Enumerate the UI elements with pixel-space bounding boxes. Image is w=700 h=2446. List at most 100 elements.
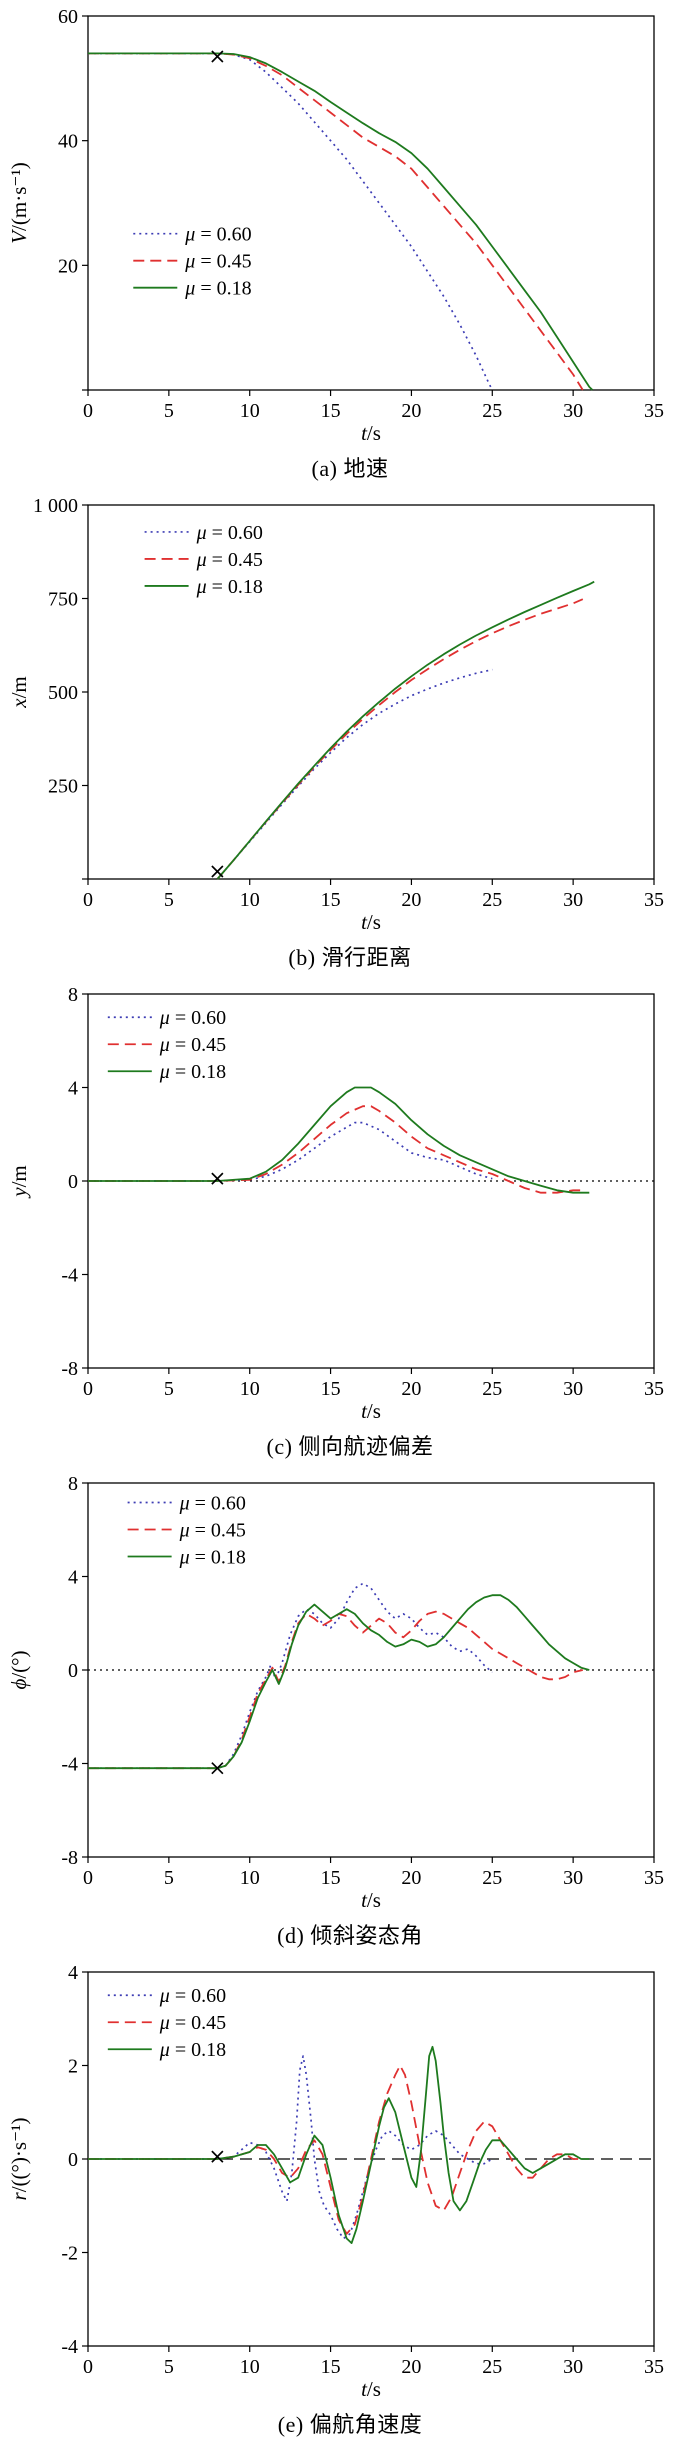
y-axis-unit: /m [7, 676, 31, 698]
x-tick-label: 20 [401, 1867, 421, 1889]
series-line-mu018 [216, 580, 595, 880]
x-tick-label: 5 [164, 1378, 174, 1400]
y-tick-label: 40 [58, 131, 78, 153]
y-axis-label: ϕ/(°) [7, 1650, 31, 1689]
legend-label: μ = 0.18 [159, 1061, 226, 1083]
x-tick-label: 5 [164, 2356, 174, 2378]
series-line-mu045 [88, 52, 584, 391]
y-axis-label: V/(m·s⁻¹) [7, 162, 31, 244]
legend-label: μ = 0.18 [184, 278, 251, 300]
y-axis-variable: y [7, 1187, 31, 1199]
cross-stroke [211, 2150, 224, 2163]
legend-mu-symbol: μ [159, 2012, 170, 2034]
legend-mu-value: = 0.45 [170, 2012, 226, 2034]
legend-mu-value: = 0.60 [170, 1985, 226, 2007]
x-tick-label: 25 [482, 400, 502, 422]
figure-a-caption: (a) 地速 [311, 456, 389, 481]
start-cross-marker-icon [211, 1172, 224, 1185]
x-tick-label: 0 [83, 1867, 93, 1889]
x-tick-label: 25 [482, 2356, 502, 2378]
legend: μ = 0.60μ = 0.45μ = 0.18 [127, 1492, 246, 1568]
y-tick-label: 0 [68, 2149, 78, 2171]
figure-a: 0 5 10 15 20 25 30 35 20 40 60 t/s V/(m·s⁻¹) μ = 0.60… [0, 0, 700, 489]
y-tick-label: 60 [58, 6, 78, 28]
x-tick-label: 15 [321, 1867, 341, 1889]
x-axis-variable: t [361, 2377, 368, 2401]
x-tick-label: 30 [563, 1378, 583, 1400]
y-axis-variable: x [7, 698, 31, 709]
x-tick-label: 10 [240, 1378, 260, 1400]
cross-stroke [211, 1172, 224, 1185]
x-axis-variable: t [361, 1399, 368, 1423]
x-tick-label: 20 [401, 889, 421, 911]
legend-mu-value: = 0.45 [195, 251, 251, 273]
chart-e-yaw-rate: 0 5 10 15 20 25 30 35 -4 -2 0 2 4 t/s r/((°)·s⁻¹) μ = 0… [7, 1962, 664, 2401]
figure-d: 0 5 10 15 20 25 30 35 -8 -4 0 4 8 t/s ϕ/(°) μ = 0.60 μ =… [0, 1467, 700, 1956]
x-tick-label: 15 [321, 1378, 341, 1400]
legend-mu-value: = 0.60 [207, 522, 263, 544]
legend-mu-value: = 0.45 [190, 1519, 246, 1541]
legend-mu-symbol: μ [184, 224, 195, 246]
figure-e: 0 5 10 15 20 25 30 35 -4 -2 0 2 4 t/s r/((°)·s⁻¹) μ = 0… [0, 1956, 700, 2445]
x-axis-unit: /s [367, 1399, 381, 1423]
y-tick-label: 8 [68, 1473, 78, 1495]
y-axis-label: y/m [7, 1165, 31, 1199]
series-line-mu060 [88, 52, 494, 391]
x-axis-label: t/s [361, 2377, 381, 2401]
y-tick-label: -8 [61, 1358, 78, 1380]
cross-stroke [211, 865, 224, 878]
legend-mu-symbol: μ [159, 1985, 170, 2007]
x-tick-label: 20 [401, 400, 421, 422]
legend-mu-symbol: μ [196, 549, 207, 571]
y-axis-label: x/m [7, 676, 31, 709]
legend-mu-symbol: μ [159, 2039, 170, 2061]
legend-label: μ = 0.60 [196, 522, 263, 544]
legend-mu-symbol: μ [196, 576, 207, 598]
y-tick-label: -4 [61, 1754, 78, 1776]
legend-mu-value: = 0.18 [195, 278, 251, 300]
legend-mu-value: = 0.18 [170, 1061, 226, 1083]
x-tick-label: 5 [164, 1867, 174, 1889]
y-axis-unit: /((°)·s⁻¹) [7, 2118, 31, 2193]
legend-label: μ = 0.45 [184, 251, 251, 273]
x-tick-label: 25 [482, 889, 502, 911]
legend-mu-symbol: μ [179, 1492, 190, 1514]
y-axis-variable: V [7, 229, 31, 244]
y-axis-unit: /(m·s⁻¹) [7, 162, 31, 231]
legend-label: μ = 0.45 [179, 1519, 246, 1541]
x-tick-label: 30 [563, 2356, 583, 2378]
x-tick-label: 10 [240, 400, 260, 422]
plot-frame [87, 15, 655, 391]
legend-label: μ = 0.45 [159, 1034, 226, 1056]
legend-label: μ = 0.18 [159, 2039, 226, 2061]
x-tick-label: 20 [401, 2356, 421, 2378]
x-tick-label: 25 [482, 1378, 502, 1400]
legend: μ = 0.60μ = 0.45μ = 0.18 [107, 1007, 226, 1083]
figure-c: 0 5 10 15 20 25 30 35 -8 -4 0 4 8 t/s y/m μ = 0.60 μ = 0… [0, 978, 700, 1467]
legend-label: μ = 0.45 [196, 549, 263, 571]
series-line-mu018 [88, 52, 594, 391]
legend-mu-value: = 0.60 [190, 1492, 246, 1514]
x-tick-label: 0 [83, 400, 93, 422]
series-line-mu060 [88, 1582, 493, 1770]
x-axis-label: t/s [361, 1888, 381, 1912]
series-line-mu045 [216, 598, 584, 880]
start-cross-marker-icon [211, 50, 224, 63]
series-line-mu045 [88, 1610, 584, 1770]
x-tick-label: 30 [563, 400, 583, 422]
y-tick-label: 1 000 [33, 495, 78, 517]
x-tick-label: 35 [644, 1378, 664, 1400]
x-tick-label: 0 [83, 1378, 93, 1400]
x-axis-unit: /s [367, 910, 381, 934]
series-line-mu018 [88, 1594, 590, 1770]
x-tick-label: 30 [563, 889, 583, 911]
legend-mu-symbol: μ [196, 522, 207, 544]
y-tick-label: 250 [48, 776, 78, 798]
series-line-mu060 [216, 668, 493, 880]
start-cross-marker-icon [211, 865, 224, 878]
x-tick-label: 25 [482, 1867, 502, 1889]
legend-mu-symbol: μ [184, 278, 195, 300]
y-tick-label: 4 [68, 1078, 78, 1100]
